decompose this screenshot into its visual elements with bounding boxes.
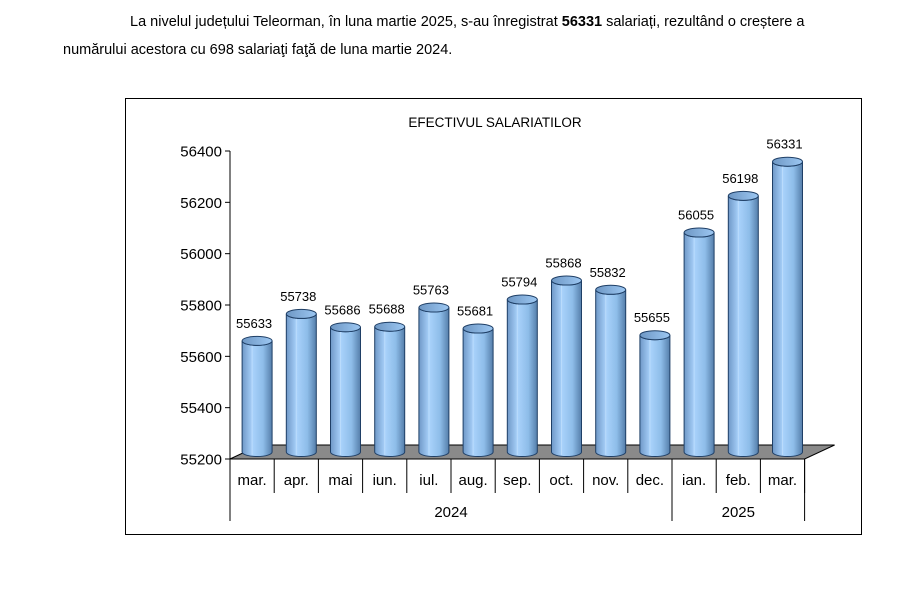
data-label: 55655 (634, 310, 670, 325)
bar-body (595, 289, 627, 457)
data-label: 55686 (324, 302, 360, 317)
data-label: 55681 (457, 304, 493, 319)
bar: 55763 (413, 282, 450, 457)
bar-top (772, 156, 803, 167)
paragraph-line-1: La nivelul județului Teleorman, în luna … (130, 10, 804, 35)
bar: 55688 (369, 302, 406, 457)
x-tick-label: oct. (549, 472, 573, 489)
bar-top (462, 323, 494, 334)
bar-body (683, 232, 715, 457)
data-label: 55794 (501, 275, 537, 290)
bar-body (551, 280, 582, 457)
x-tick-label: mar. (238, 472, 267, 489)
x-tick-label: feb. (726, 472, 751, 489)
y-tick-label: 55400 (180, 400, 222, 417)
data-label: 56331 (766, 137, 802, 152)
bar-body (462, 328, 494, 457)
x-tick-label: dec. (636, 472, 664, 489)
x-tick-label: iun. (373, 472, 397, 489)
bar: 55686 (324, 302, 361, 457)
group-label: 2024 (434, 504, 467, 521)
x-tick-label: mai (328, 472, 352, 489)
y-tick-label: 55600 (180, 349, 222, 366)
data-label: 55738 (280, 289, 316, 304)
data-label: 55868 (545, 256, 581, 271)
group-label: 2025 (722, 504, 755, 521)
bar: 55633 (236, 316, 273, 457)
bar-top (551, 275, 582, 286)
bar-body (506, 299, 538, 457)
bar: 55794 (501, 275, 538, 457)
x-tick-label: ian. (682, 472, 706, 489)
bar-top (683, 227, 715, 238)
x-tick-label: nov. (592, 472, 619, 489)
paragraph-text: La nivelul județului Teleorman, în luna … (130, 14, 562, 30)
y-tick-label: 55200 (180, 452, 222, 469)
paragraph-line-2: numărului acestora cu 698 salariaţi faţă… (63, 42, 453, 58)
data-label: 55633 (236, 316, 272, 331)
bar-top (418, 302, 450, 313)
bar: 56055 (678, 208, 715, 457)
bar-top (727, 190, 759, 201)
x-tick-label: iul. (419, 472, 438, 489)
bar: 55868 (545, 256, 582, 457)
bar: 56331 (766, 137, 803, 457)
paragraph-text: salariați, rezultând o creștere a (602, 14, 805, 30)
bar-top (374, 321, 406, 332)
bar-body (241, 340, 273, 457)
bar-top (330, 322, 361, 333)
bar-top (506, 294, 538, 305)
data-label: 56055 (678, 208, 714, 223)
bar-top (639, 330, 671, 341)
x-tick-label: aug. (458, 472, 487, 489)
bar: 56198 (722, 171, 759, 457)
bar: 55832 (590, 265, 627, 457)
bar-body (727, 195, 759, 457)
bar-body (374, 326, 406, 457)
bar-body (285, 313, 317, 457)
data-label: 55832 (590, 265, 626, 280)
y-tick-label: 56200 (180, 195, 222, 212)
x-tick-label: sep. (503, 472, 531, 489)
bar-top (285, 308, 317, 319)
bar: 55681 (457, 304, 494, 457)
y-tick-label: 55800 (180, 298, 222, 315)
x-tick-label: apr. (284, 472, 309, 489)
data-label: 55688 (369, 302, 405, 317)
bar-body (330, 327, 361, 457)
paragraph-bold-value: 56331 (561, 14, 603, 30)
data-label: 55763 (413, 282, 449, 297)
bar-top (241, 335, 273, 346)
bar-body (772, 161, 803, 457)
x-tick-label: mar. (768, 472, 797, 489)
bar-body (639, 335, 671, 457)
chart-title: EFECTIVUL SALARIATILOR (408, 115, 582, 130)
y-tick-label: 56000 (180, 246, 222, 263)
bar-top (595, 284, 627, 295)
data-label: 56198 (722, 171, 758, 186)
y-tick-label: 56400 (180, 144, 222, 161)
bar: 55738 (280, 289, 317, 457)
bar: 55655 (634, 310, 671, 457)
bar-body (418, 307, 450, 457)
